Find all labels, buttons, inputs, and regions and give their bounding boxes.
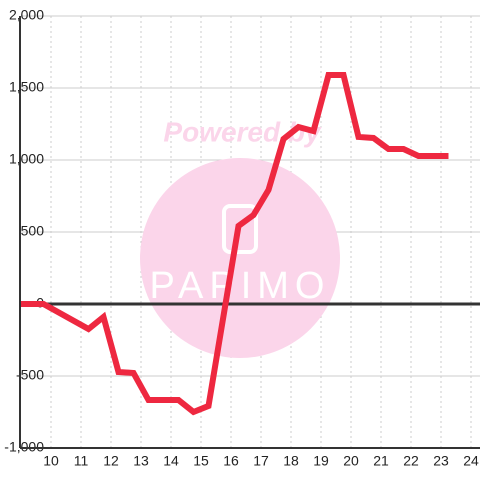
x-tick-label: 19 [313, 453, 329, 469]
y-tick-label: 2,000 [9, 7, 44, 23]
x-tick-label: 14 [163, 453, 179, 469]
y-tick-label: 1,500 [9, 79, 44, 95]
x-tick-label: 15 [193, 453, 209, 469]
watermark-text: Powered by [163, 116, 322, 147]
y-tick-label: -1,000 [4, 439, 44, 455]
x-tick-label: 17 [253, 453, 269, 469]
watermark-text: PAPIMO [150, 265, 331, 307]
y-tick-label: 500 [21, 223, 45, 239]
watermark: Powered by PAPIMO [140, 116, 340, 358]
x-tick-label: 13 [133, 453, 149, 469]
x-tick-label: 20 [343, 453, 359, 469]
watermark-circle [140, 158, 340, 358]
data-line [21, 72, 449, 416]
y-tick-label: -500 [16, 367, 44, 383]
x-tick-label: 11 [74, 453, 89, 469]
watermark-icon [222, 204, 258, 254]
x-tick-label: 22 [403, 453, 419, 469]
y-tick-label: 1,000 [9, 151, 44, 167]
x-tick-label: 21 [373, 453, 389, 469]
x-tick-label: 24 [463, 453, 479, 469]
x-tick-label: 18 [283, 453, 299, 469]
x-tick-label: 10 [43, 453, 59, 469]
x-tick-label: 23 [433, 453, 449, 469]
x-tick-label: 12 [103, 453, 119, 469]
x-tick-label: 16 [223, 453, 239, 469]
